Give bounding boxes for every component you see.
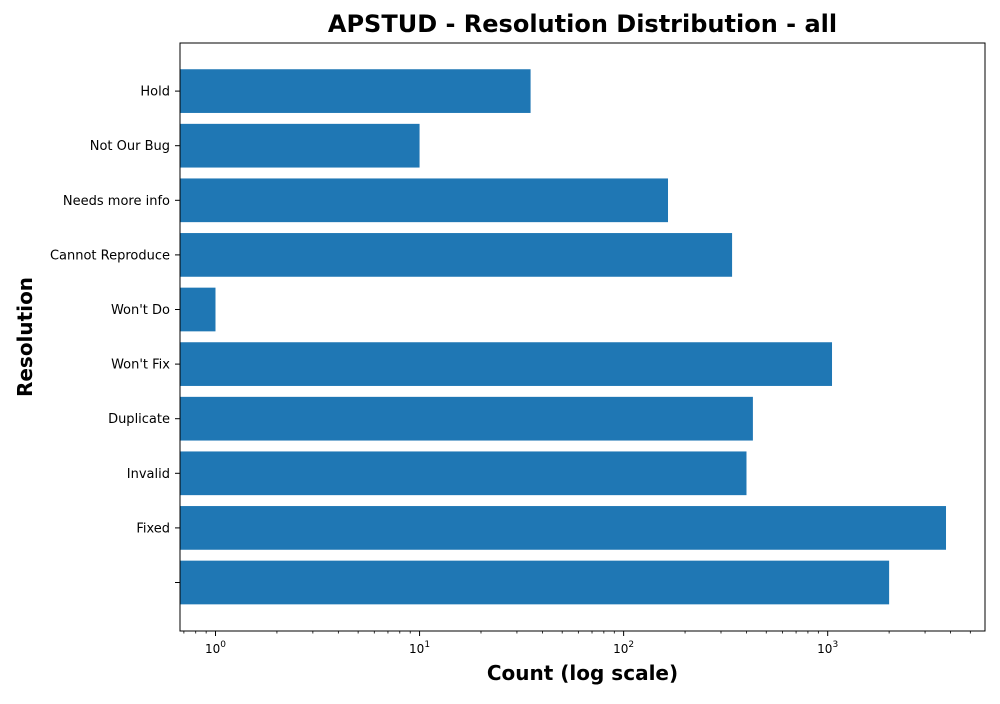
bar: [180, 69, 531, 113]
x-tick-label: 101: [409, 640, 430, 656]
y-tick-label: Needs more info: [63, 194, 170, 209]
bar: [180, 451, 747, 496]
y-tick-label: Cannot Reproduce: [50, 248, 170, 263]
axes-frame: [179, 42, 986, 632]
bar: [180, 178, 669, 223]
x-tick-label: 102: [613, 640, 634, 656]
x-tick-label: 100: [205, 640, 226, 656]
y-tick-label: Duplicate: [108, 412, 170, 427]
y-tick-label: Not Our Bug: [90, 139, 170, 154]
y-tick-label: Hold: [140, 85, 170, 100]
x-axis-label: Count (log scale): [486, 661, 679, 685]
y-tick-label: Won't Do: [111, 303, 170, 318]
y-tick-label: Fixed: [136, 521, 170, 536]
bar: [180, 396, 753, 441]
bar: [180, 560, 890, 605]
x-tick-label: 103: [817, 640, 838, 656]
bar: [180, 506, 947, 550]
y-axis-label: Resolution: [13, 276, 37, 398]
y-tick-label: Won't Fix: [111, 358, 170, 373]
bar: [180, 123, 420, 168]
bar: [180, 342, 833, 386]
y-tick-label: Invalid: [127, 467, 170, 482]
chart-title: APSTUD - Resolution Distribution - all: [327, 10, 838, 38]
bar: [180, 287, 216, 332]
bar: [180, 233, 733, 277]
